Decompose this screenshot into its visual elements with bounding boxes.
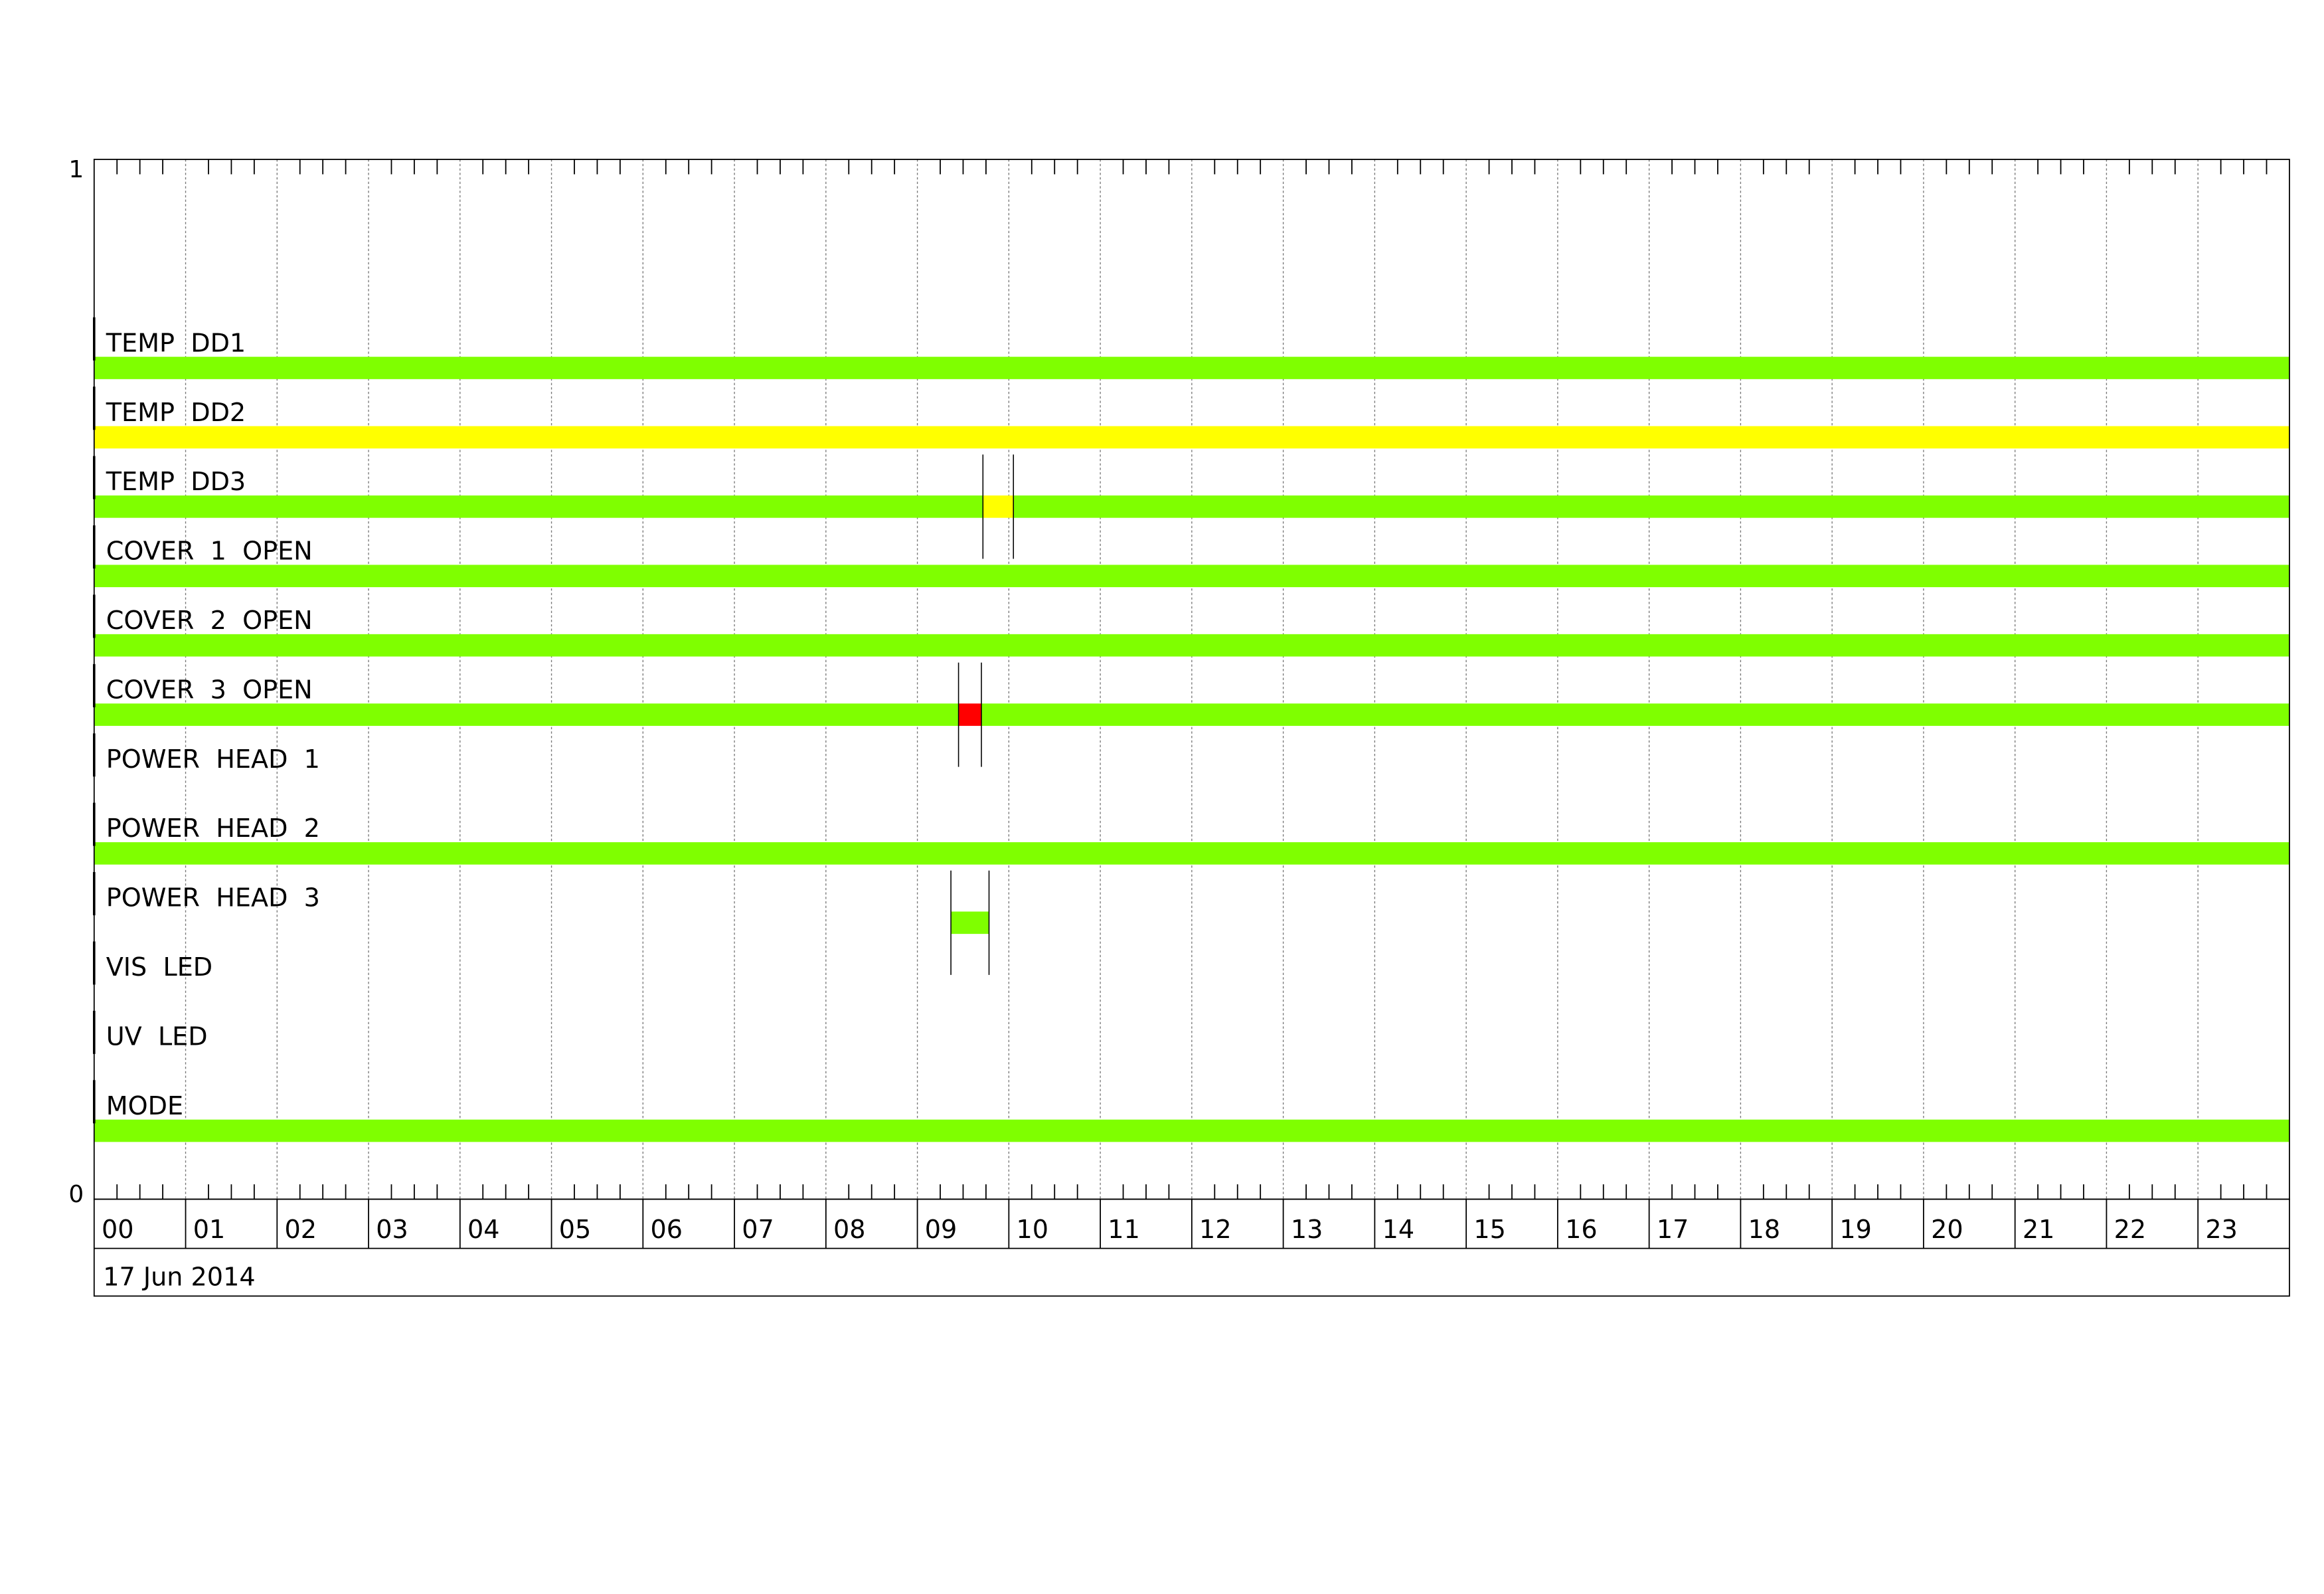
row-label: POWER HEAD 3: [106, 883, 320, 913]
x-tick-label: 15: [1473, 1215, 1506, 1244]
x-tick-label: 09: [925, 1215, 957, 1244]
date-label: 17 Jun 2014: [103, 1263, 255, 1292]
status-bar-ok: [94, 565, 2289, 588]
status-bar-warning: [94, 426, 2289, 449]
x-tick-label: 17: [1657, 1215, 1689, 1244]
x-tick-label: 08: [833, 1215, 866, 1244]
y-tick-label-bottom: 0: [68, 1181, 84, 1208]
status-bar-ok: [94, 1119, 2289, 1142]
x-tick-label: 23: [2205, 1215, 2238, 1244]
x-tick-label: 01: [193, 1215, 226, 1244]
x-tick-label: 12: [1199, 1215, 1232, 1244]
row-label: VIS LED: [106, 952, 212, 982]
status-bar-ok: [94, 357, 2289, 379]
x-tick-label: 16: [1565, 1215, 1598, 1244]
x-tick-label: 19: [1839, 1215, 1872, 1244]
row-label: POWER HEAD 2: [106, 814, 320, 843]
status-bar-warning: [983, 495, 1014, 518]
x-tick-label: 02: [285, 1215, 317, 1244]
status-bar-ok: [94, 703, 959, 726]
bars: [94, 357, 2289, 1142]
x-tick-label: 06: [651, 1215, 683, 1244]
grid: [185, 159, 2199, 1199]
x-tick-label: 00: [102, 1215, 134, 1244]
row-label: POWER HEAD 1: [106, 745, 320, 774]
x-tick-label: 21: [2023, 1215, 2055, 1244]
x-tick-label: 13: [1291, 1215, 1323, 1244]
row-label: UV LED: [106, 1021, 208, 1051]
axes: [92, 159, 2290, 1297]
row-label: MODE: [106, 1091, 183, 1120]
row-label: TEMP DD2: [106, 398, 246, 427]
x-tick-label: 14: [1382, 1215, 1415, 1244]
row-label: COVER 1 OPEN: [106, 537, 313, 566]
labels: 00 01 02 03 04 05 06 07 08 09 10 11 12 13 14 15 16 17 18 19…: [102, 328, 2238, 1244]
x-tick-label: 07: [742, 1215, 774, 1244]
row-label: COVER 2 OPEN: [106, 606, 313, 635]
status-bar-ok: [94, 495, 983, 518]
x-tick-label: 04: [467, 1215, 500, 1244]
status-bar-ok: [94, 842, 2289, 865]
status-bar-ok: [94, 634, 2289, 657]
x-tick-label: 11: [1108, 1215, 1140, 1244]
y-tick-label-top: 1: [68, 156, 84, 183]
row-label: COVER 3 OPEN: [106, 675, 313, 704]
x-tick-label: 05: [559, 1215, 592, 1244]
status-bar-ok: [951, 911, 989, 934]
x-tick-label: 20: [1931, 1215, 1963, 1244]
status-bar-alarm: [958, 703, 982, 726]
row-label: TEMP DD3: [106, 467, 246, 496]
x-tick-label: 03: [376, 1215, 408, 1244]
x-tick-label: 18: [1748, 1215, 1781, 1244]
status-bar-ok: [981, 703, 2289, 726]
status-bar-ok: [1013, 495, 2289, 518]
x-tick-label: 22: [2114, 1215, 2147, 1244]
row-label: TEMP DD1: [106, 328, 246, 357]
x-tick-label: 10: [1017, 1215, 1049, 1244]
